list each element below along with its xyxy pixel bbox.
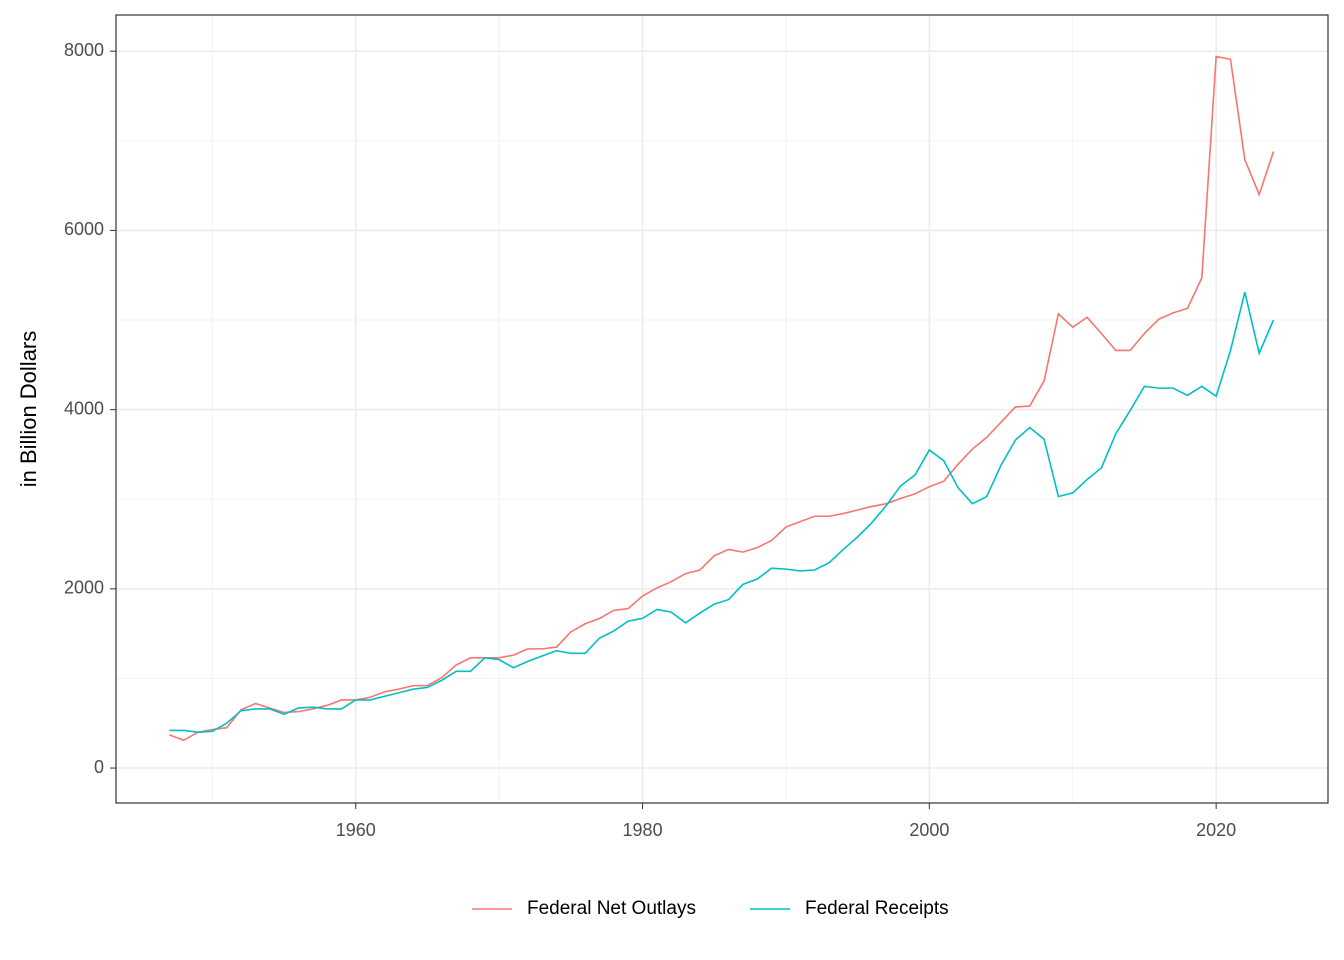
series-line (169, 292, 1275, 734)
x-tick-label: 1960 (336, 820, 376, 840)
series-line (169, 55, 1275, 742)
y-tick-label: 2000 (64, 578, 104, 598)
y-axis-label: in Billion Dollars (16, 331, 41, 488)
plot-border (115, 14, 1329, 804)
y-tick-label: 8000 (64, 40, 104, 60)
y-tick-label: 0 (94, 757, 104, 777)
y-tick-label: 6000 (64, 219, 104, 239)
y-tick-label: 4000 (64, 398, 104, 418)
x-tick-label: 2000 (909, 820, 949, 840)
legend-label: Federal Net Outlays (527, 898, 696, 919)
x-tick-label: 2020 (1196, 820, 1236, 840)
x-tick-label: 1980 (623, 820, 663, 840)
legend-label: Federal Receipts (805, 898, 949, 919)
